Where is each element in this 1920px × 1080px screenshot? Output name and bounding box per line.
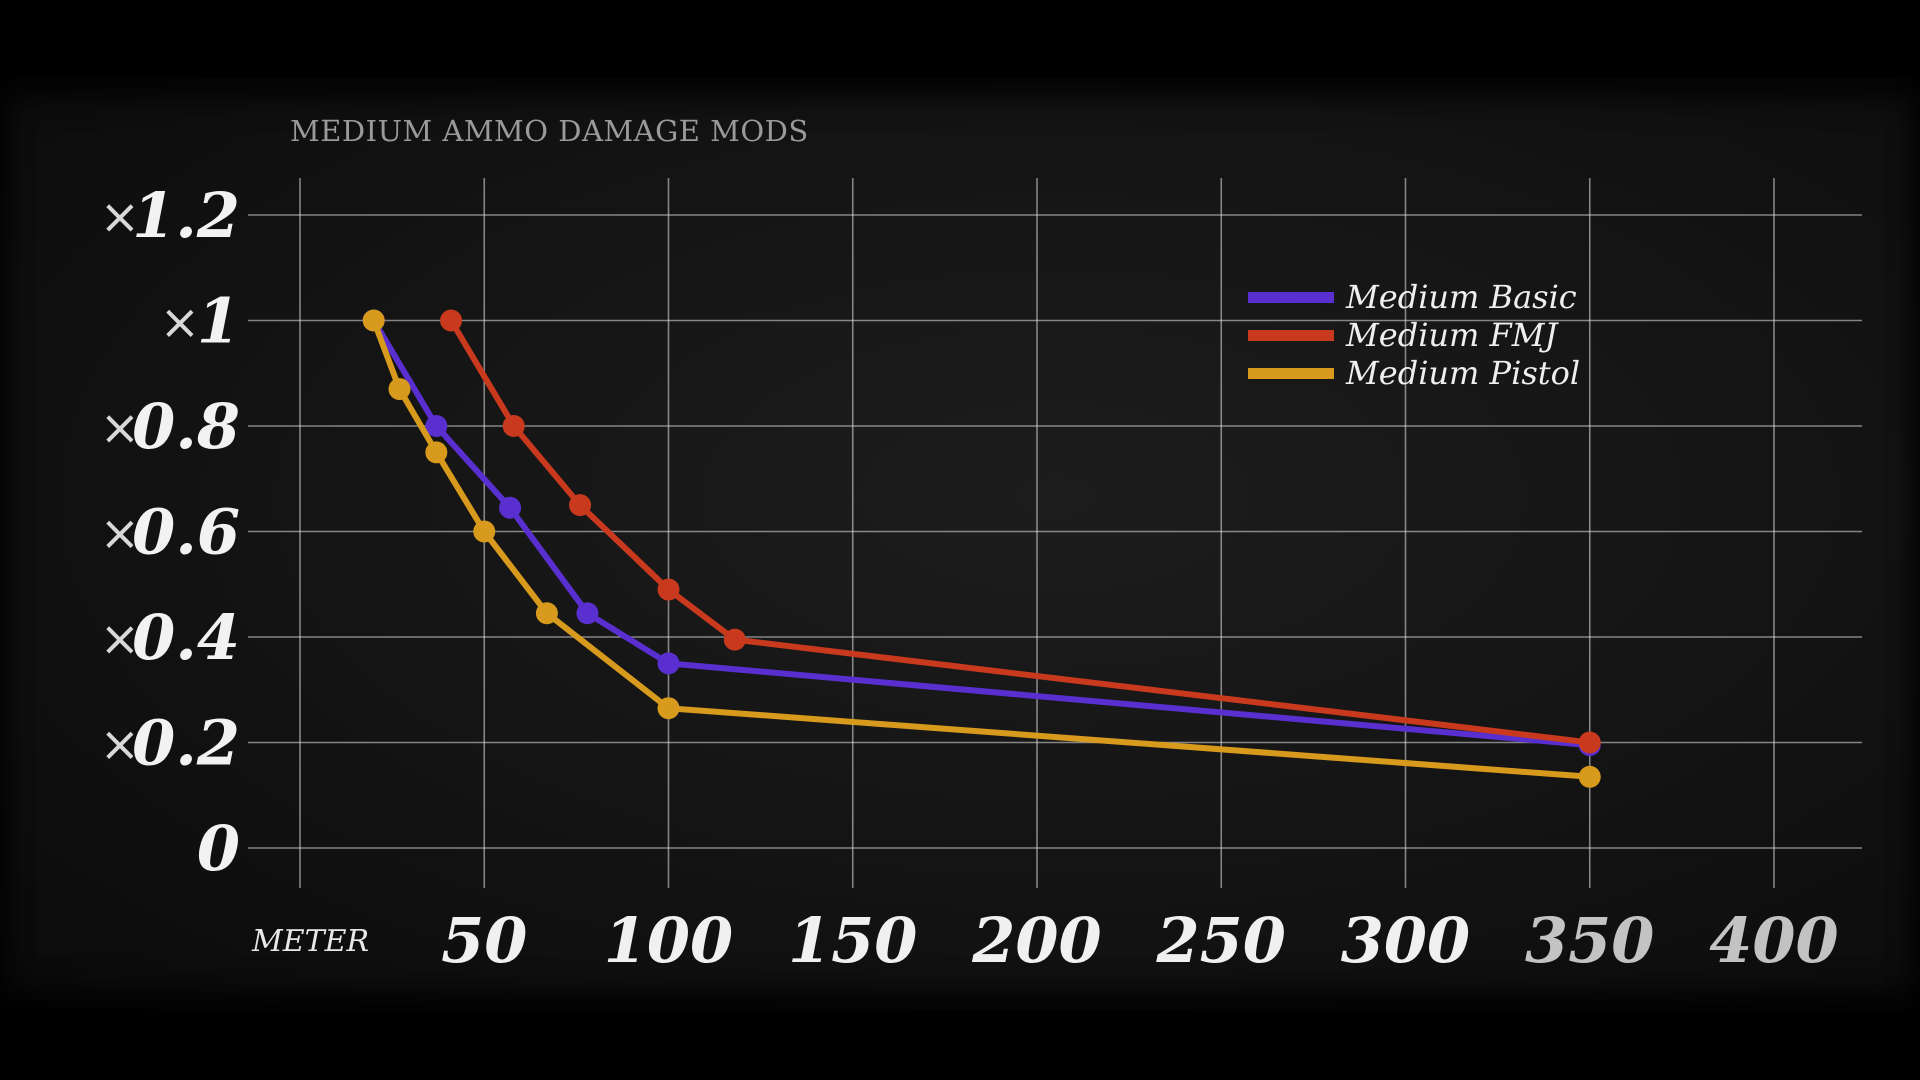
x-tick-label: 250 — [1156, 904, 1286, 977]
data-point — [723, 628, 746, 651]
legend-label: Medium Basic — [1345, 278, 1577, 316]
legend-label: Medium FMJ — [1345, 316, 1560, 354]
data-point — [1578, 765, 1601, 788]
data-point — [576, 602, 599, 625]
data-point — [499, 496, 522, 519]
data-point — [569, 494, 592, 517]
x-axis-ticks: 50 100 150 200 250 300 350 400 — [441, 904, 1839, 977]
series-line — [448, 317, 1593, 746]
y-tick-label: 0.4 — [132, 601, 240, 674]
data-point — [657, 578, 680, 601]
legend-label: Medium Pistol — [1345, 354, 1580, 392]
data-point — [362, 309, 385, 332]
series-lines — [362, 309, 1601, 788]
legend-swatch — [1248, 330, 1334, 341]
data-point — [440, 309, 463, 332]
y-tick-label: 1.2 — [132, 179, 240, 252]
y-tick-label: 0 — [197, 812, 240, 885]
y-tick-label: 0.6 — [132, 496, 240, 569]
chart-title: MEDIUM AMMO DAMAGE MODS — [290, 114, 809, 148]
x-tick-label: 350 — [1525, 904, 1654, 977]
chalkboard-paper — [0, 78, 1920, 1010]
y-tick-label: 1 — [197, 285, 240, 358]
data-point — [502, 415, 525, 437]
grid-lines — [248, 178, 1862, 888]
y-tick-multiplier: × — [100, 611, 140, 667]
x-tick-label: 200 — [971, 904, 1101, 977]
y-tick-multiplier: × — [100, 717, 140, 773]
data-point — [473, 520, 496, 543]
y-axis-ticks: 00.2×0.4×0.6×0.8×1×1.2× — [100, 179, 240, 885]
data-point — [535, 602, 558, 625]
x-tick-label: 400 — [1709, 904, 1838, 977]
y-tick-multiplier: × — [100, 506, 140, 562]
y-tick-multiplier: × — [100, 400, 140, 456]
data-point — [657, 697, 680, 720]
y-tick-multiplier: × — [160, 295, 200, 351]
x-tick-label: 100 — [604, 904, 733, 977]
x-tick-label: 50 — [441, 904, 527, 977]
x-axis-label: METER — [251, 924, 369, 959]
data-point — [388, 378, 411, 401]
series-line — [370, 317, 1593, 749]
data-point — [657, 652, 680, 675]
data-point — [1578, 731, 1601, 754]
data-point — [425, 415, 448, 437]
x-tick-label: 150 — [788, 904, 917, 977]
legend-swatch — [1248, 368, 1334, 379]
y-tick-label: 0.2 — [132, 707, 240, 780]
y-tick-multiplier: × — [100, 189, 140, 245]
legend-swatch — [1248, 292, 1334, 303]
x-tick-label: 300 — [1341, 904, 1470, 977]
data-point — [425, 441, 448, 464]
y-tick-label: 0.8 — [132, 390, 240, 463]
